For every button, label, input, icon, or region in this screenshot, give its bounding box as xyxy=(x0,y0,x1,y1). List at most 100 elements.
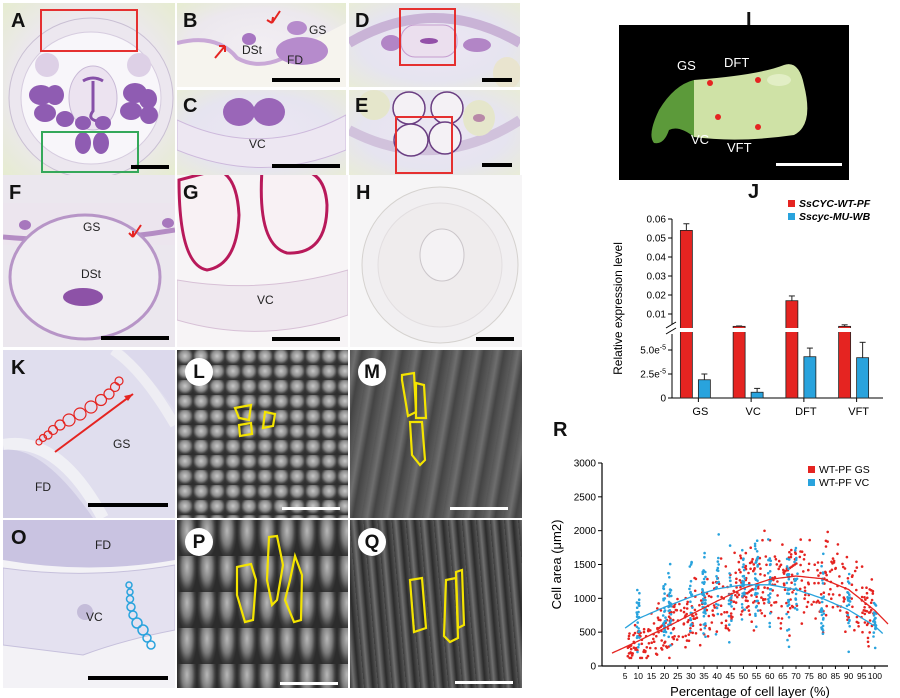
point-WT-PF-VC xyxy=(795,608,799,611)
point-WT-PF-VC xyxy=(794,558,798,562)
point-WT-PF-GS xyxy=(789,555,793,559)
scale-bar xyxy=(455,681,513,684)
scale-bar xyxy=(272,78,340,82)
point-WT-PF-VC xyxy=(668,562,672,566)
bar-SsCYC-WT-PF xyxy=(785,300,799,399)
point-WT-PF-GS xyxy=(812,600,815,604)
point-WT-PF-VC xyxy=(704,601,707,605)
point-WT-PF-GS xyxy=(824,571,827,574)
x-tick-label: 15 xyxy=(647,671,657,681)
point-WT-PF-GS xyxy=(815,601,818,604)
point-WT-PF-GS xyxy=(760,596,763,599)
cell-outlines xyxy=(400,371,428,467)
point-WT-PF-GS xyxy=(719,557,723,560)
point-WT-PF-VC xyxy=(637,610,640,614)
tissue-section xyxy=(3,520,175,656)
point-WT-PF-VC xyxy=(794,549,797,552)
legend-swatch xyxy=(788,213,795,220)
point-WT-PF-VC xyxy=(702,632,705,635)
point-WT-PF-GS xyxy=(763,586,766,589)
point-WT-PF-GS xyxy=(686,600,689,604)
point-WT-PF-GS xyxy=(757,601,760,605)
point-WT-PF-VC xyxy=(756,565,759,568)
point-WT-PF-GS xyxy=(744,596,748,599)
bar-Sscyc-MU-WB xyxy=(697,379,711,399)
point-WT-PF-VC xyxy=(793,560,796,564)
point-WT-PF-GS xyxy=(694,632,698,635)
point-WT-PF-GS xyxy=(860,565,864,568)
point-WT-PF-VC xyxy=(669,631,673,635)
point-WT-PF-VC xyxy=(753,544,757,548)
point-WT-PF-VC xyxy=(741,565,745,569)
point-WT-PF-VC xyxy=(703,626,707,630)
point-WT-PF-GS xyxy=(645,656,648,660)
point-WT-PF-GS xyxy=(720,621,723,625)
point-WT-PF-VC xyxy=(754,547,757,551)
point-WT-PF-GS xyxy=(732,589,735,593)
y-tick-label: 0 xyxy=(660,394,666,405)
point-WT-PF-VC xyxy=(753,542,757,546)
point-WT-PF-GS xyxy=(693,608,697,612)
point-WT-PF-GS xyxy=(693,617,697,620)
point-WT-PF-GS xyxy=(838,609,842,612)
point-WT-PF-GS xyxy=(830,560,833,564)
roi-box-red xyxy=(40,9,138,52)
point-WT-PF-GS xyxy=(780,617,784,620)
point-WT-PF-GS xyxy=(807,562,811,566)
point-WT-PF-VC xyxy=(741,579,744,583)
point-WT-PF-GS xyxy=(633,631,637,635)
cell-outlines xyxy=(235,534,304,624)
point-WT-PF-GS xyxy=(752,563,756,566)
point-WT-PF-VC xyxy=(716,566,720,570)
point-WT-PF-VC xyxy=(662,630,665,633)
point-WT-PF-GS xyxy=(639,656,642,660)
panel-b: B DSt GS FD xyxy=(177,3,346,87)
point-WT-PF-VC xyxy=(635,636,639,640)
point-WT-PF-GS xyxy=(629,647,633,651)
point-WT-PF-VC xyxy=(690,593,693,597)
point-WT-PF-GS xyxy=(803,589,807,593)
point-WT-PF-GS xyxy=(729,612,733,615)
point-WT-PF-VC xyxy=(702,597,705,601)
point-WT-PF-GS xyxy=(865,591,869,595)
legend-label: WT-PF VC xyxy=(819,477,870,489)
point-WT-PF-GS xyxy=(734,581,738,584)
label-fd: FD xyxy=(95,538,111,552)
point-WT-PF-VC xyxy=(664,619,668,622)
scale-bar xyxy=(482,163,512,167)
point-WT-PF-VC xyxy=(768,625,772,628)
point-WT-PF-VC xyxy=(786,592,789,595)
tissue-section xyxy=(349,13,520,87)
y-tick-label: 3000 xyxy=(574,459,597,470)
point-WT-PF-GS xyxy=(843,567,847,570)
point-WT-PF-VC xyxy=(715,575,718,578)
point-WT-PF-VC xyxy=(741,594,744,598)
panel-e: E xyxy=(349,90,520,175)
tissue-section xyxy=(3,203,175,341)
panel-k: K GS FD xyxy=(3,350,175,518)
x-tick-label: 75 xyxy=(804,671,814,681)
point-WT-PF-GS xyxy=(685,639,689,642)
point-WT-PF-VC xyxy=(822,612,826,615)
axis-break-mark xyxy=(665,321,677,335)
panel-f: F GS DSt xyxy=(3,175,175,347)
point-WT-PF-GS xyxy=(857,625,860,628)
x-tick-label: 85 xyxy=(831,671,841,681)
cell-outlines xyxy=(233,403,277,438)
point-WT-PF-GS xyxy=(790,604,794,608)
point-WT-PF-GS xyxy=(640,642,644,646)
point-WT-PF-VC xyxy=(689,611,693,615)
panel-g: G VC xyxy=(177,175,348,347)
point-WT-PF-VC xyxy=(768,570,772,573)
point-WT-PF-GS xyxy=(628,656,631,660)
label-dst: DSt xyxy=(81,267,102,281)
point-WT-PF-VC xyxy=(755,550,759,553)
point-WT-PF-GS xyxy=(652,637,655,641)
point-WT-PF-GS xyxy=(861,630,864,634)
point-WT-PF-GS xyxy=(715,630,719,633)
point-WT-PF-VC xyxy=(669,605,673,608)
point-WT-PF-GS xyxy=(659,618,662,622)
point-WT-PF-VC xyxy=(728,602,732,606)
point-WT-PF-GS xyxy=(866,640,870,644)
point-WT-PF-GS xyxy=(710,621,714,624)
